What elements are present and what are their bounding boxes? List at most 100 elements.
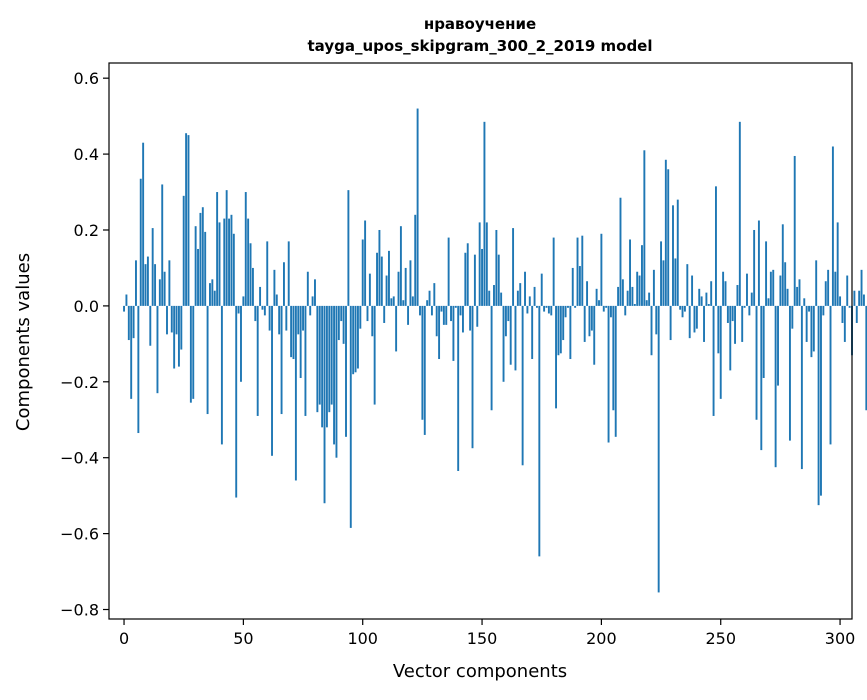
bar [839,296,842,306]
plot-frame [108,62,853,620]
bar [356,305,359,369]
bar [614,305,617,437]
bar [459,305,462,316]
bar [586,281,589,306]
bar [481,248,484,306]
bar [853,290,856,306]
bar [292,305,295,360]
bar [669,305,672,341]
x-tick-label: 300 [825,629,856,648]
bar [516,290,519,306]
bar [478,222,481,306]
bar [154,264,157,306]
bar [299,305,302,378]
bar [598,300,600,306]
bar [767,298,770,306]
bar [199,212,202,306]
bar [588,305,591,337]
bar [657,305,660,593]
bar [127,305,130,341]
bar [738,121,741,306]
bar [662,260,665,306]
bar [493,285,495,306]
bar [524,271,526,306]
bar [707,304,710,306]
bar [232,233,235,306]
bar [261,305,264,310]
bar [368,273,371,306]
bar [354,305,357,373]
bar [216,192,219,306]
bar [855,305,858,323]
bar [359,305,362,329]
bar [667,169,670,306]
bar [473,254,476,306]
bar [781,224,784,306]
bar [695,305,698,329]
bar [349,305,352,528]
bar [619,197,622,306]
bar [385,275,388,306]
bar [755,305,758,420]
bar [438,305,441,360]
bar [595,288,598,306]
bar [395,305,398,352]
bar [275,294,278,306]
bar [220,305,223,445]
bar [345,305,347,437]
bar [507,305,510,322]
y-tick-label: 0.4 [74,145,99,164]
chart-title: нравоучение [424,15,536,33]
bar [526,305,529,314]
bar [719,305,722,399]
bar [259,286,262,306]
bar [865,305,867,411]
bar [230,214,233,306]
bar [605,305,608,308]
bar [278,305,281,335]
y-tick-label: −0.8 [60,601,99,620]
bar [827,269,830,306]
bar [731,305,734,322]
bar [469,305,472,331]
bar [612,305,615,411]
bar [638,275,641,306]
y-axis-ticks: −0.8 −0.6 −0.4 −0.2 0.0 0.2 0.4 0.6 [60,69,109,620]
bar [149,305,152,346]
x-tick-label: 0 [119,629,129,648]
x-tick-label: 250 [705,629,736,648]
bar [380,256,383,306]
bar [705,292,708,306]
bar [607,305,610,443]
bar [490,305,493,411]
bar [211,279,214,306]
bar [158,279,161,306]
bar [533,286,536,306]
bar [311,296,314,306]
bar [304,305,307,416]
bar [760,305,763,451]
bar [137,305,140,434]
bar [333,305,336,445]
bar [497,254,500,306]
bar [559,305,562,354]
bar [421,305,424,420]
bar [583,305,586,342]
bar [724,281,727,306]
bar [447,237,450,306]
bar [626,290,629,306]
bar [388,250,390,306]
bar [672,205,674,306]
bar [170,305,173,333]
bar [409,260,412,306]
bar [624,305,627,316]
bar [698,288,701,306]
bar [683,305,686,312]
bar [194,226,197,306]
bar [753,229,756,306]
bar [650,305,653,356]
bar [352,305,355,375]
bar [805,305,808,342]
bar [342,305,345,344]
bar [271,305,273,456]
